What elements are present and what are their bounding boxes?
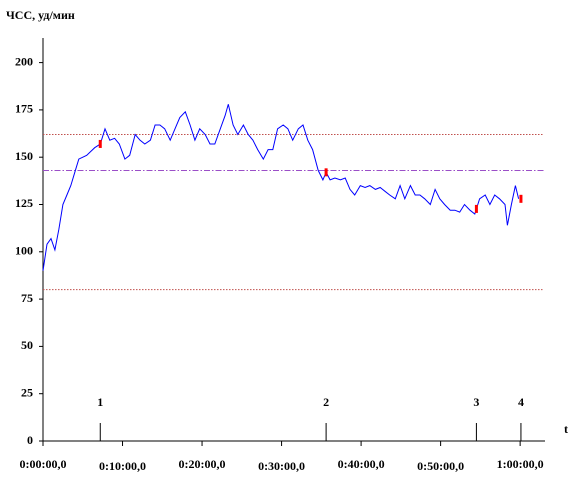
event-point bbox=[519, 194, 523, 203]
y-tick-label: 25 bbox=[21, 385, 33, 399]
event-label: 4 bbox=[518, 395, 524, 409]
y-tick-label: 0 bbox=[27, 433, 33, 447]
y-axis-label: ЧСС, уд/мин bbox=[6, 8, 75, 22]
event-point bbox=[98, 139, 102, 148]
x-tick-label: 0:50:00,0 bbox=[417, 459, 464, 473]
y-tick-label: 150 bbox=[15, 149, 33, 163]
event-point bbox=[474, 204, 478, 213]
x-tick-label: 0:40:00,0 bbox=[338, 457, 385, 471]
event-label: 1 bbox=[97, 395, 103, 409]
y-tick-label: 125 bbox=[15, 196, 33, 210]
y-tick-label: 50 bbox=[21, 338, 33, 352]
x-tick-label: 1:00:00,0 bbox=[497, 457, 544, 471]
event-point bbox=[324, 168, 328, 177]
y-tick-label: 175 bbox=[15, 102, 33, 116]
y-tick-label: 200 bbox=[15, 54, 33, 68]
event-label: 2 bbox=[323, 395, 329, 409]
x-tick-label: 0:00:00,0 bbox=[20, 457, 67, 471]
x-tick-label: 0:20:00,0 bbox=[179, 457, 226, 471]
x-tick-label: 0:10:00,0 bbox=[99, 459, 146, 473]
y-tick-label: 100 bbox=[15, 244, 33, 258]
y-tick-label: 75 bbox=[21, 291, 33, 305]
event-label: 3 bbox=[473, 395, 479, 409]
data-line bbox=[42, 104, 520, 271]
x-tick-label: 0:30:00,0 bbox=[258, 459, 305, 473]
x-axis-label: t bbox=[564, 422, 568, 436]
